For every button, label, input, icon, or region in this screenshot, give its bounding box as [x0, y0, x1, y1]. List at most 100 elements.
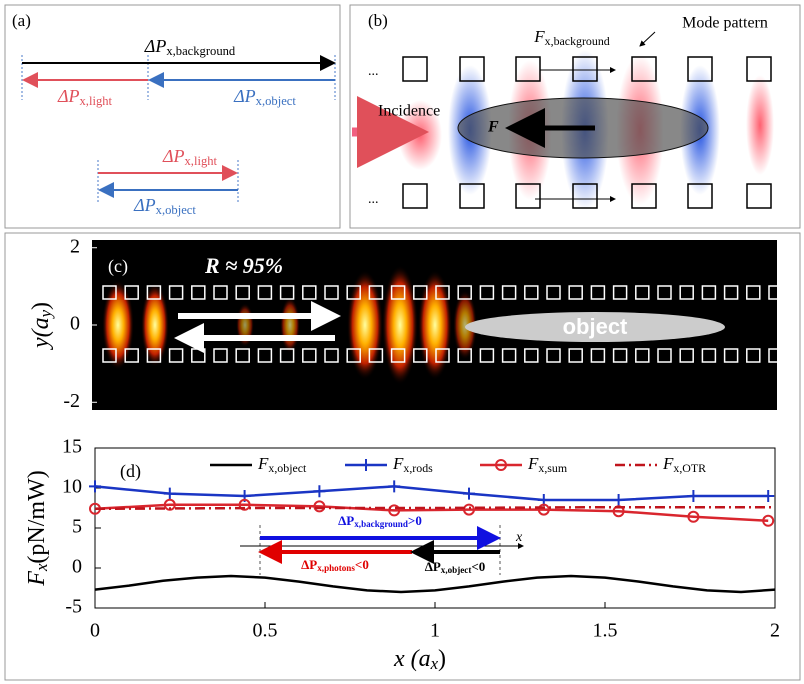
legend-label: Fx,OTR — [662, 454, 706, 475]
x-tick-label: 1 — [430, 620, 440, 642]
label: Mode pattern — [682, 15, 768, 32]
panel-label: (a) — [12, 11, 31, 30]
marker — [687, 510, 700, 523]
rods — [102, 285, 783, 363]
series-line — [94, 574, 776, 594]
marker — [463, 503, 475, 516]
arrow — [639, 31, 656, 47]
rod — [501, 348, 517, 363]
y-tick-label: 0 — [70, 313, 80, 335]
rod — [302, 285, 317, 300]
rod — [279, 285, 295, 300]
rod — [635, 285, 650, 300]
y-tick-label: 0 — [72, 556, 82, 578]
rod — [413, 348, 428, 363]
rod — [146, 348, 162, 363]
series-line — [94, 503, 769, 523]
rod — [235, 348, 250, 363]
rod — [124, 348, 139, 363]
marker — [313, 500, 326, 513]
marker — [163, 498, 176, 511]
rod — [746, 285, 761, 300]
rod — [279, 348, 295, 363]
legend-label: Fx,sum — [527, 454, 568, 475]
marker — [612, 494, 625, 506]
rod — [568, 285, 583, 300]
marker — [537, 503, 550, 516]
rod — [457, 285, 472, 300]
marker — [687, 490, 700, 502]
rod — [213, 285, 228, 300]
rod — [546, 348, 561, 363]
ellipsis: ... — [368, 192, 379, 207]
rod — [235, 285, 250, 300]
label: F — [487, 119, 499, 136]
rod — [102, 348, 117, 363]
rod — [368, 348, 384, 363]
legend-label: Fx,object — [257, 454, 307, 475]
rod — [768, 285, 783, 300]
panel-label: (d) — [120, 461, 141, 482]
panel-frame — [4, 232, 801, 681]
guides — [21, 55, 336, 202]
y-tick-label: 10 — [62, 476, 82, 498]
legend-main: F — [257, 454, 269, 473]
x-tick-label: 0.5 — [253, 620, 278, 642]
annotation: ΔPx,photons<0 — [301, 557, 369, 573]
legend-sub: x,rods — [403, 461, 433, 475]
series-line — [94, 505, 775, 511]
marker — [388, 480, 401, 493]
marker — [89, 480, 101, 493]
axis-label: y(ay) — [28, 302, 55, 350]
rod — [657, 285, 672, 300]
rod — [346, 348, 361, 363]
rod — [146, 285, 162, 300]
legend-main: F — [527, 454, 539, 473]
legend-sub: x,OTR — [673, 461, 706, 475]
ellipsis: ... — [368, 64, 379, 79]
rod — [612, 348, 628, 363]
rod — [413, 285, 428, 300]
y-tick-label: 5 — [72, 516, 82, 538]
object — [465, 312, 725, 342]
rod — [390, 348, 406, 363]
label: Fx,background — [533, 27, 609, 48]
label: ΔPx,background — [144, 36, 236, 58]
rod — [723, 285, 739, 300]
panel-label: (b) — [368, 11, 388, 30]
rod — [390, 285, 406, 300]
rod — [701, 285, 717, 300]
rod — [102, 285, 117, 300]
y-axis-label: Fx(pN/mW) — [24, 470, 51, 586]
legend-sub: x,object — [268, 461, 307, 475]
series-line — [94, 485, 769, 502]
annotation: ΔPx,background>0 — [338, 513, 422, 529]
rod — [590, 285, 606, 300]
rod — [679, 348, 694, 363]
legend-main: F — [392, 454, 404, 473]
rods — [402, 56, 772, 209]
rod — [368, 285, 384, 300]
rod — [590, 348, 606, 363]
x-axis-label: x (ax) — [393, 646, 446, 673]
annotation: x — [515, 530, 523, 545]
rod — [635, 348, 650, 363]
label: Incidence — [378, 103, 440, 120]
rod — [213, 348, 228, 363]
rod — [324, 285, 339, 300]
x-tick-label: 2 — [770, 620, 780, 642]
marker — [388, 504, 401, 517]
marker — [463, 487, 475, 500]
rod — [568, 348, 583, 363]
legend-sub: x,sum — [538, 461, 567, 475]
rod — [612, 285, 628, 300]
rod — [723, 348, 739, 363]
rod — [524, 285, 539, 300]
legend-marker — [495, 459, 507, 471]
rod — [657, 348, 672, 363]
y-tick-label: -2 — [63, 390, 80, 412]
rod — [546, 285, 561, 300]
marker — [762, 490, 775, 502]
label: object — [563, 314, 628, 339]
